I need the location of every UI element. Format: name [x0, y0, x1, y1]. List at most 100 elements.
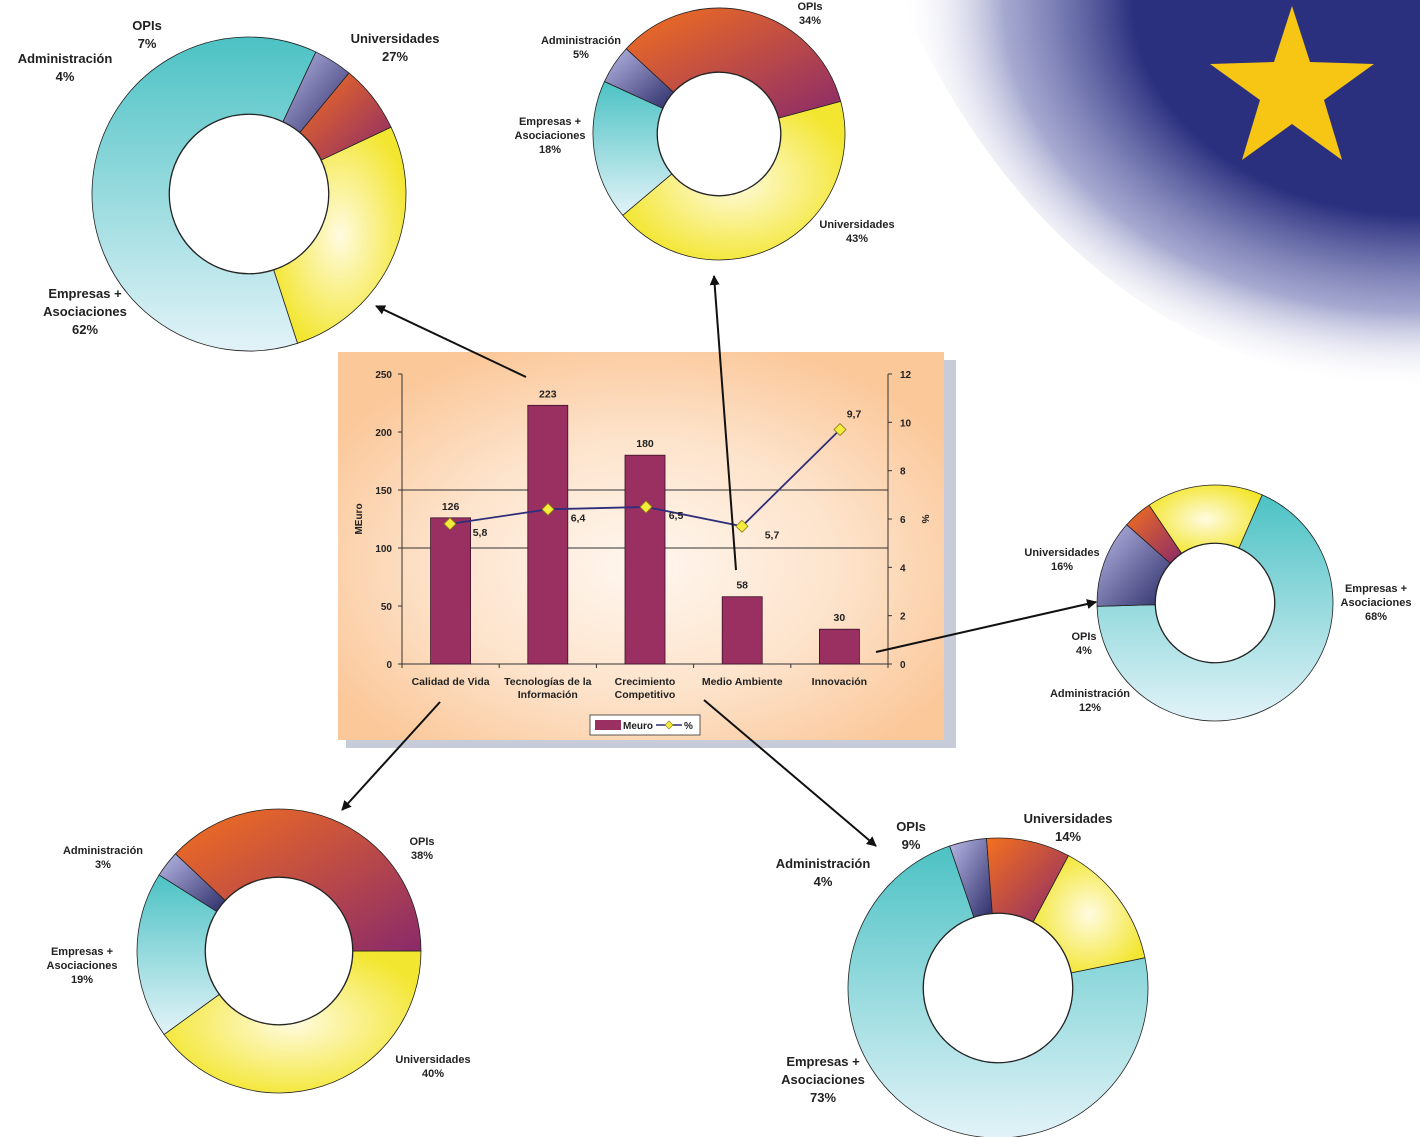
bar-value-label: 223 [539, 388, 557, 400]
x-category-label: Tecnologías de la [504, 676, 591, 688]
y-tick-label: 50 [381, 602, 393, 613]
slice-percent-opis: 4% [1076, 645, 1092, 657]
slice-label-administracion: Administración [63, 845, 143, 857]
percent-value-label: 5,7 [765, 529, 780, 541]
y-tick-label: 250 [375, 370, 392, 381]
slice-percent-administracion: 4% [814, 874, 833, 889]
bar-crecimiento-competitivo [624, 454, 666, 665]
slice-percent-opis: 34% [799, 15, 821, 27]
arrow-to-medio-ambiente [709, 275, 737, 571]
pie-calidad-de-vida: Universidades 40% Empresas + Asociaciones 19… [47, 808, 471, 1094]
slice-label-opis: OPIs [896, 819, 926, 834]
flag-background [900, 0, 1420, 390]
slice-label-administracion: Administración [541, 35, 621, 47]
bar-value-label: 126 [442, 501, 460, 513]
percent-value-label: 6,5 [669, 510, 684, 522]
bar-value-label: 58 [736, 580, 748, 592]
slice-label-opis: OPIs [409, 836, 434, 848]
slice-percent-opis: 38% [411, 850, 433, 862]
percent-point-tecnologias-de-la-informacion [541, 502, 555, 516]
slice-empresas [592, 81, 673, 216]
y2-tick-label: 2 [900, 612, 906, 623]
y2-tick-label: 6 [900, 515, 906, 526]
x-category-label: Información [518, 689, 578, 701]
slice-percent-administracion: 4% [56, 69, 75, 84]
slice-percent-universidades: 27% [382, 49, 408, 64]
slice-label-universidades: Universidades [395, 1054, 470, 1066]
slice-percent-empresas: 68% [1365, 611, 1387, 623]
percent-point-calidad-de-vida [443, 517, 457, 531]
slice-percent-empresas: 19% [71, 974, 93, 986]
slice-empresas [136, 874, 220, 1036]
slice-empresas [1096, 494, 1334, 722]
slice-label-administracion: Administración [776, 856, 871, 871]
legend-swatch-percent-marker [664, 720, 674, 730]
arrow-to-crecimiento [703, 699, 877, 847]
pie-crecimiento: Universidades 14% Empresas + Asociaciones 73… [776, 811, 1149, 1137]
slice-label-opis: OPIs [132, 18, 162, 33]
bar-innovacion [819, 628, 860, 665]
slice-percent-universidades: 14% [1055, 829, 1081, 844]
percent-point-crecimiento-competitivo [639, 500, 653, 514]
slice-percent-universidades: 43% [846, 233, 868, 245]
slice-percent-administracion: 5% [573, 49, 589, 61]
bar-medio-ambiente [721, 596, 763, 665]
legend-label-meuro: Meuro [623, 721, 653, 732]
slice-label-universidades: Universidades [1024, 547, 1099, 559]
y2-tick-label: 0 [900, 660, 906, 671]
slice-universidades [163, 950, 422, 1094]
main-chart-panel: 0 50 100 150 200 250 0 2 4 6 8 10 12 MEuro % 126 223 180 5… [338, 352, 956, 748]
y2-tick-label: 12 [900, 370, 912, 381]
x-category-label: Medio Ambiente [702, 676, 783, 688]
percent-value-label: 6,4 [571, 512, 586, 524]
slice-opis [625, 7, 842, 119]
slice-percent-empresas: 62% [72, 322, 98, 337]
y-tick-label: 200 [375, 428, 392, 439]
arrow-to-tecnologias [375, 305, 527, 378]
slice-percent-universidades: 16% [1051, 561, 1073, 573]
donut-hole [205, 877, 353, 1025]
slice-opis [1126, 504, 1183, 564]
percent-point-medio-ambiente [735, 519, 749, 533]
star-icon [1210, 6, 1374, 160]
bar-tecnologias-de-la-informacion [527, 404, 569, 665]
x-category-label: Competitivo [615, 689, 676, 701]
slice-percent-empresas: 18% [539, 144, 561, 156]
y2-tick-label: 10 [900, 418, 912, 429]
slice-label-opis: OPIs [1071, 631, 1096, 643]
legend-swatch-meuro [595, 720, 621, 730]
slice-empresas [847, 845, 1149, 1137]
bar-value-label: 180 [636, 438, 654, 450]
connector-arrows [341, 275, 1097, 847]
x-category-label: Calidad de Vida [412, 676, 490, 688]
eu-flag-corner [900, 0, 1420, 390]
slice-percent-opis: 7% [138, 36, 157, 51]
percent-value-label: 5,8 [473, 527, 488, 539]
donut-charts: Universidades 40% Empresas + Asociaciones 19… [18, 1, 1411, 1137]
slice-opis [174, 808, 422, 952]
slice-opis [986, 837, 1069, 923]
chart-legend: Meuro% [589, 714, 701, 736]
slice-label-opis: OPIs [797, 1, 822, 13]
slice-empresas [91, 36, 317, 352]
slice-label-empresas: Empresas + Asociaciones [43, 286, 127, 319]
percent-point-innovacion [833, 423, 847, 437]
percent-value-label: 9,7 [847, 409, 862, 421]
pie-tecnologias: Universidades 27% Empresas + Asociaciones 62… [18, 18, 439, 352]
pie-medio-ambiente: Universidades 43% Empresas + Asociaciones 18… [515, 1, 895, 261]
slice-percent-opis: 9% [902, 837, 921, 852]
slice-universidades [622, 100, 846, 261]
slice-percent-administracion: 12% [1079, 702, 1101, 714]
slice-percent-empresas: 73% [810, 1090, 836, 1105]
slice-percent-universidades: 40% [422, 1068, 444, 1080]
slice-label-empresas: Empresas + Asociaciones [781, 1054, 865, 1087]
slice-label-administracion: Administración [1050, 688, 1130, 700]
slice-label-empresas: Empresas + Asociaciones [515, 116, 586, 142]
bar-value-label: 30 [834, 612, 846, 624]
slice-opis [299, 72, 392, 161]
donut-hole [169, 114, 329, 274]
y2-axis-label: % [919, 515, 930, 524]
y-tick-label: 100 [375, 544, 392, 555]
y-axis-label: MEuro [354, 503, 365, 534]
